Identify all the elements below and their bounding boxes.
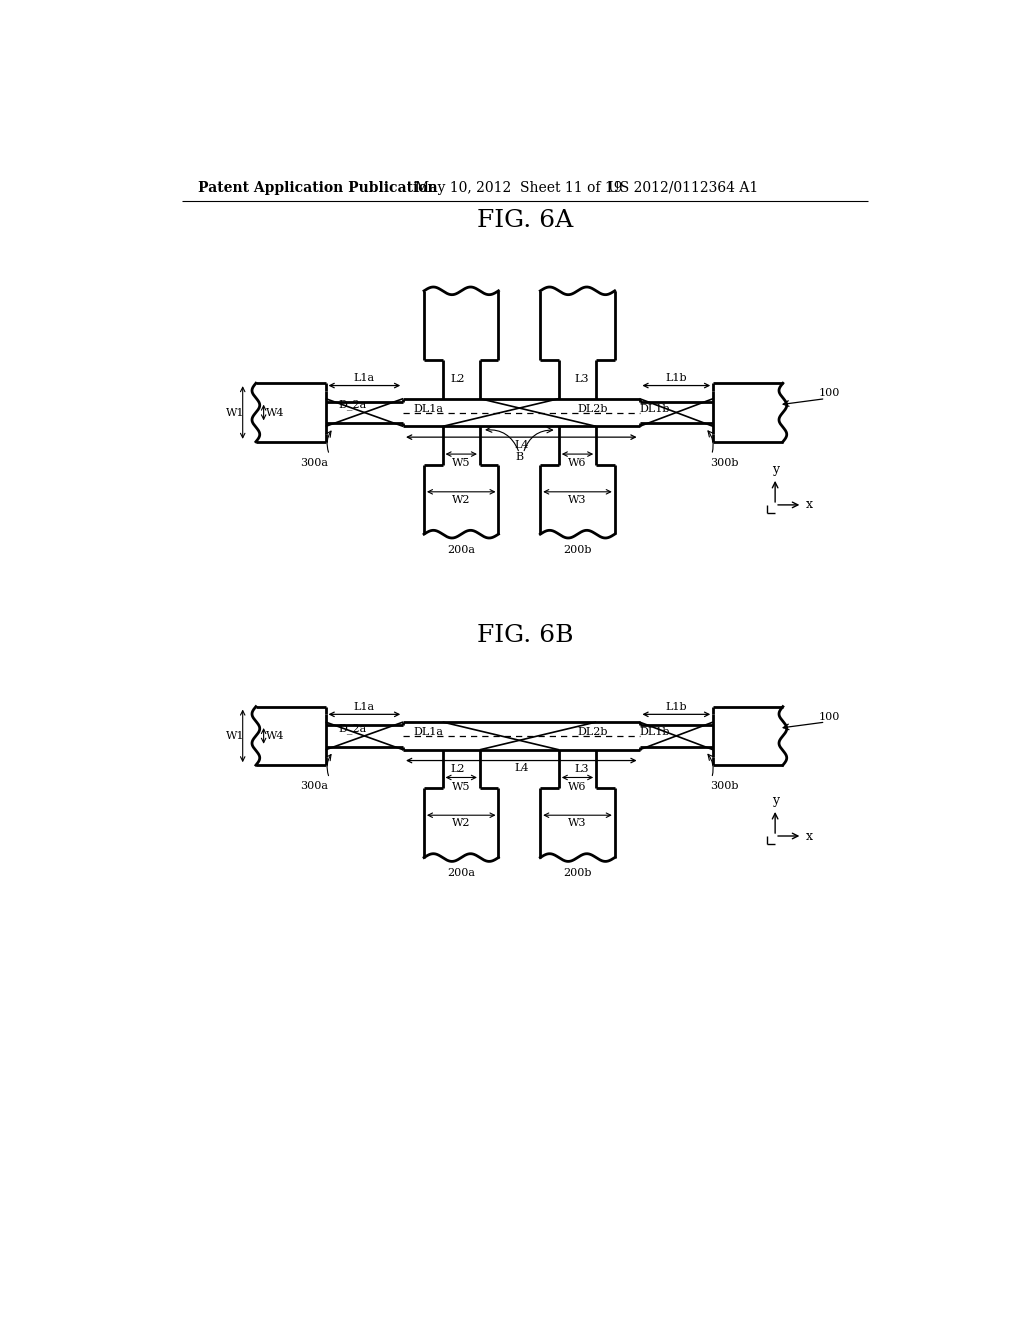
Text: L2: L2	[451, 375, 465, 384]
Text: L1a: L1a	[354, 702, 375, 711]
Text: 300a: 300a	[300, 781, 328, 791]
Text: 300b: 300b	[711, 781, 739, 791]
Text: 200a: 200a	[447, 545, 475, 554]
Text: DL1b: DL1b	[640, 727, 671, 737]
Text: 200b: 200b	[563, 545, 592, 554]
Text: W5: W5	[452, 781, 470, 792]
Text: W4: W4	[266, 731, 285, 741]
Text: W4: W4	[266, 408, 285, 417]
Text: 100: 100	[818, 388, 840, 399]
Text: x: x	[806, 499, 813, 511]
Text: DL2b: DL2b	[578, 404, 608, 413]
Text: DL1b: DL1b	[640, 404, 671, 413]
Text: y: y	[771, 463, 778, 477]
Text: D_2a: D_2a	[339, 400, 367, 411]
Text: DL1a: DL1a	[414, 404, 443, 413]
Text: W1: W1	[225, 731, 244, 741]
Text: L1b: L1b	[666, 702, 687, 711]
Text: L3: L3	[574, 375, 589, 384]
Text: W2: W2	[452, 818, 470, 828]
Text: L4: L4	[514, 440, 528, 450]
Text: FIG. 6A: FIG. 6A	[477, 209, 572, 231]
Text: US 2012/0112364 A1: US 2012/0112364 A1	[608, 181, 759, 194]
Text: Patent Application Publication: Patent Application Publication	[198, 181, 437, 194]
Text: 300b: 300b	[711, 458, 739, 467]
Text: W1: W1	[225, 408, 244, 417]
Text: 200a: 200a	[447, 869, 475, 878]
Text: W5: W5	[452, 458, 470, 469]
Text: L2: L2	[451, 764, 465, 774]
Text: W2: W2	[452, 495, 470, 504]
Text: D_2a: D_2a	[339, 723, 367, 734]
Text: L3: L3	[574, 764, 589, 774]
Text: B: B	[515, 453, 523, 462]
Text: DL1a: DL1a	[414, 727, 443, 737]
Text: 300a: 300a	[300, 458, 328, 467]
Text: L1a: L1a	[354, 372, 375, 383]
Text: W3: W3	[568, 818, 587, 828]
Text: x: x	[806, 829, 813, 842]
Text: L1b: L1b	[666, 372, 687, 383]
Text: May 10, 2012  Sheet 11 of 19: May 10, 2012 Sheet 11 of 19	[415, 181, 623, 194]
Text: DL2b: DL2b	[578, 727, 608, 737]
Text: y: y	[771, 795, 778, 807]
Text: L4: L4	[514, 763, 528, 774]
Text: FIG. 6B: FIG. 6B	[476, 624, 573, 647]
Text: W6: W6	[568, 781, 587, 792]
Text: W3: W3	[568, 495, 587, 504]
Text: W6: W6	[568, 458, 587, 469]
Text: 200b: 200b	[563, 869, 592, 878]
Text: 100: 100	[818, 711, 840, 722]
